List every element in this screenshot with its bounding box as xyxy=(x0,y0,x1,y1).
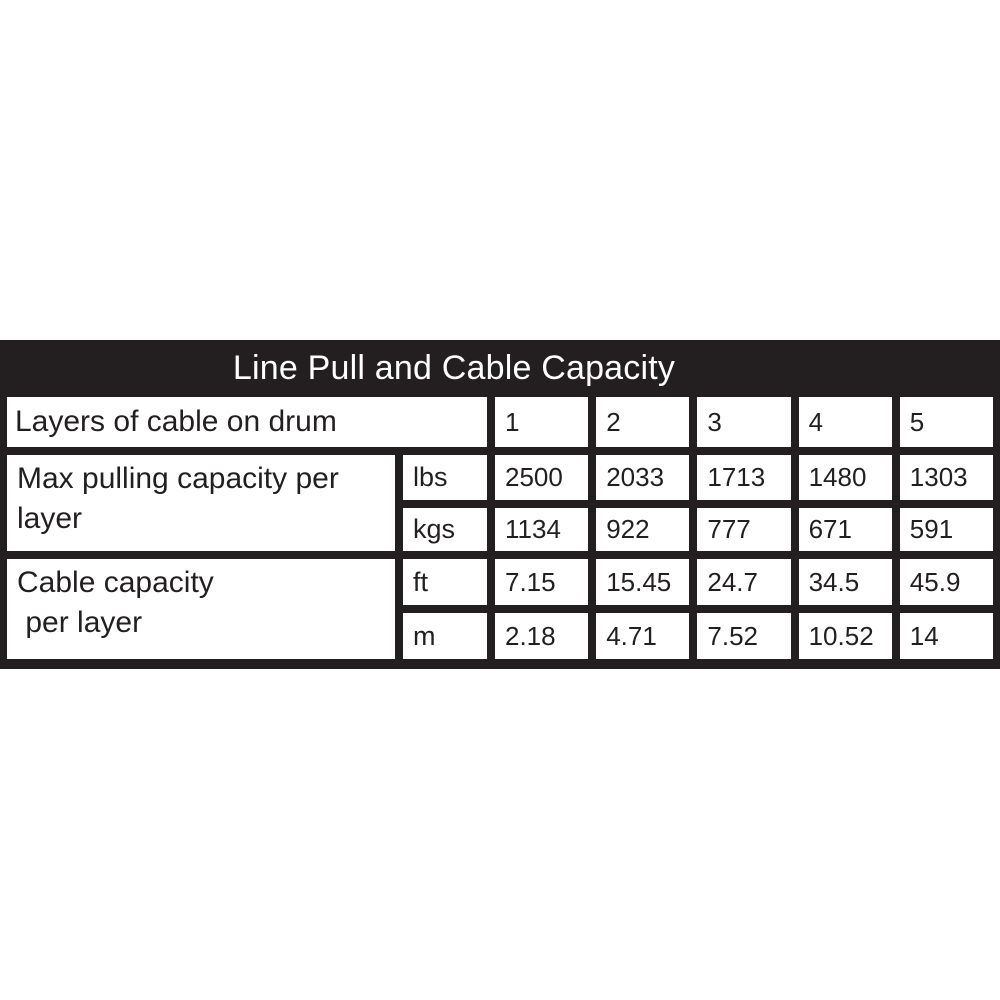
layer-count-cell: 4 xyxy=(798,397,892,447)
value-cell: 2500 xyxy=(495,455,589,500)
layer-count-cell: 3 xyxy=(697,397,791,447)
table-title: Line Pull and Cable Capacity xyxy=(232,349,676,387)
layer-count-cell: 2 xyxy=(596,397,690,447)
unit-cell-lbs: lbs xyxy=(403,455,487,500)
value-cell: 1480 xyxy=(798,455,892,500)
cable-capacity-label-cell: Cable capacity per layer xyxy=(7,559,395,659)
layers-label-cell: Layers of cable on drum xyxy=(7,397,487,447)
value-cell: 10.52 xyxy=(798,613,892,659)
value-cell: 34.5 xyxy=(798,559,892,605)
value-cell: 1134 xyxy=(495,508,589,551)
max-pulling-label-cell: Max pulling capacity per layer xyxy=(7,455,395,551)
value-cell: 1713 xyxy=(697,455,791,500)
unit-cell-ft: ft xyxy=(403,559,487,605)
value-cell: 2.18 xyxy=(495,613,589,659)
value-cell: 45.9 xyxy=(899,559,993,605)
value-cell: 14 xyxy=(899,613,993,659)
value-cell: 1303 xyxy=(899,455,993,500)
unit-cell-m: m xyxy=(403,613,487,659)
value-cell: 2033 xyxy=(596,455,690,500)
value-cell: 671 xyxy=(798,508,892,551)
value-cell: 777 xyxy=(697,508,791,551)
value-cell: 7.52 xyxy=(697,613,791,659)
value-cell: 591 xyxy=(899,508,993,551)
value-cell: 7.15 xyxy=(495,559,589,605)
value-cell: 24.7 xyxy=(697,559,791,605)
value-cell: 4.71 xyxy=(596,613,690,659)
value-cell: 15.45 xyxy=(596,559,690,605)
value-cell: 922 xyxy=(596,508,690,551)
layer-count-cell: 1 xyxy=(495,397,589,447)
layer-count-cell: 5 xyxy=(899,397,993,447)
table-grid: Layers of cable on drum 1 2 3 4 5 Max pu… xyxy=(7,397,993,659)
unit-cell-kgs: kgs xyxy=(403,508,487,551)
line-pull-capacity-table: Line Pull and Cable Capacity Layers of c… xyxy=(0,340,1000,669)
